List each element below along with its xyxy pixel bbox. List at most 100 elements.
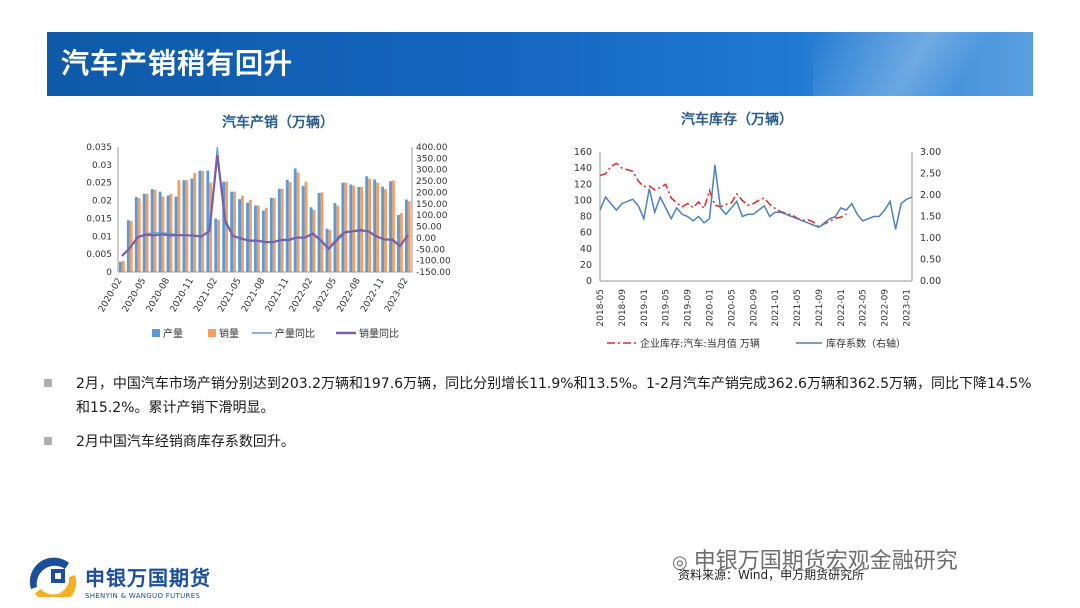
production-bar <box>118 261 122 272</box>
x-tick-label: 2020-02 <box>97 277 124 315</box>
y-right-tick-label: -50.00 <box>416 245 445 255</box>
sales-bar <box>225 181 228 272</box>
production-bar <box>269 197 273 272</box>
y-left-tick-label: 0.035 <box>86 143 112 153</box>
sales-bar <box>376 182 379 272</box>
production-bar <box>349 184 353 272</box>
y-left-tick-label: 60 <box>580 228 592 239</box>
production-bar <box>206 170 210 272</box>
x-tick-label: 2022-05 <box>312 276 339 314</box>
x-tick-label: 2021-11 <box>264 276 291 314</box>
y-left-tick-label: 160 <box>574 147 592 158</box>
y-right-tick-label: -150.00 <box>416 268 451 278</box>
sales-yoy-line <box>121 154 409 257</box>
production-bar <box>254 205 257 272</box>
banner-decoration <box>813 32 1033 96</box>
x-tick-label: 2021-08 <box>240 276 268 314</box>
title-banner: 汽车产销稍有回升 <box>47 32 1033 96</box>
bullet-list: 2月，中国汽车市场产销分别达到203.2万辆和197.6万辆，同比分别增长11.… <box>44 372 1034 464</box>
y-right-tick-label: 0.00 <box>416 234 436 244</box>
x-tick-label: 2019-05 <box>662 289 672 327</box>
bullet-marker <box>44 379 52 387</box>
sales-bar <box>193 173 197 272</box>
sales-bar <box>407 201 411 272</box>
sales-bar <box>336 205 340 272</box>
y-left-tick-label: 120 <box>574 179 592 190</box>
y-right-tick-label: 1.50 <box>920 212 941 223</box>
logo-name-en: SHENYIN & WANGUO FUTURES <box>85 592 201 600</box>
y-left-tick-label: 0.005 <box>86 250 112 260</box>
production-bar <box>309 207 313 272</box>
y-right-tick-label: 2.50 <box>920 169 941 180</box>
x-tick-label: 2019-09 <box>684 289 694 327</box>
production-bar <box>405 199 408 272</box>
sales-bar <box>153 189 157 272</box>
x-tick-label: 2020-08 <box>145 276 173 314</box>
y-left-tick-label: 0.025 <box>86 179 112 189</box>
y-right-tick-label: 3.00 <box>920 147 941 158</box>
sales-bar <box>399 213 403 272</box>
production-bar <box>230 191 234 272</box>
bullet-item: 2月，中国汽车市场产销分别达到203.2万辆和197.6万辆，同比分别增长11.… <box>44 372 1034 420</box>
y-left-tick-label: 80 <box>580 212 592 223</box>
legend-swatch-sales <box>208 329 216 337</box>
production-bar <box>198 170 202 272</box>
bullet-item: 2月中国汽车经销商库存系数回升。 <box>44 430 1034 454</box>
sales-bar <box>201 170 205 272</box>
production-bar <box>397 214 400 272</box>
x-tick-label: 2022-02 <box>288 277 315 315</box>
sales-bar <box>169 193 173 272</box>
x-tick-label: 2022-09 <box>881 289 891 327</box>
sales-bar <box>344 182 348 272</box>
y-left-tick-label: 100 <box>574 195 592 206</box>
production-bar <box>190 178 194 272</box>
x-tick-label: 2021-02 <box>192 276 219 314</box>
data-source: 资料来源：Wind，申万期货研究所 <box>678 568 865 582</box>
sales-bar <box>145 193 149 272</box>
production-bar <box>134 197 138 272</box>
y-right-tick-label: 150.00 <box>416 200 448 210</box>
y-right-tick-label: 300.00 <box>416 166 448 176</box>
y-right-tick-label: 100.00 <box>416 211 448 221</box>
page-title: 汽车产销稍有回升 <box>61 47 294 80</box>
watermark-text: 申银万国期货宏观金融研究 <box>693 549 958 574</box>
inventory-coefficient-line <box>599 164 913 230</box>
sales-bar <box>280 188 284 272</box>
x-tick-label: 2021-05 <box>793 289 803 327</box>
x-tick-label: 2022-01 <box>837 289 847 327</box>
production-bar <box>182 180 186 272</box>
production-bar <box>365 176 369 272</box>
production-bar <box>261 210 265 272</box>
y-right-tick-label: 2.00 <box>920 190 941 201</box>
y-left-tick-label: 20 <box>580 260 592 271</box>
legend-label: 销量 <box>219 327 239 340</box>
production-bar <box>325 228 329 272</box>
x-tick-label: 2021-05 <box>216 277 243 315</box>
y-left-tick-label: 0.03 <box>92 161 112 171</box>
legend-label: 库存系数（右轴） <box>826 337 906 350</box>
sales-bar <box>368 178 371 272</box>
sales-bar <box>304 181 308 272</box>
y-left-tick-label: 0.02 <box>92 197 112 207</box>
watermark: ◎ 申银万国期货宏观金融研究 <box>672 543 958 575</box>
y-right-tick-label: 200.00 <box>416 188 448 198</box>
legend-swatch-production <box>152 329 160 337</box>
y-left-tick-label: 0.015 <box>86 214 112 224</box>
production-bar <box>277 188 281 272</box>
company-logo-icon <box>29 557 77 597</box>
logo-text: 申银万国期货 SHENYIN & WANGUO FUTURES <box>85 562 211 600</box>
y-left-tick-label: 0 <box>106 268 112 278</box>
production-bar <box>174 196 178 272</box>
sales-bar <box>241 195 244 272</box>
wechat-icon: ◎ <box>672 552 688 573</box>
y-left-tick-label: 140 <box>574 163 592 174</box>
sales-bar <box>256 205 260 272</box>
y-right-tick-label: 400.00 <box>416 143 448 153</box>
production-bar <box>293 168 297 272</box>
y-right-tick-label: 250.00 <box>416 177 448 187</box>
production-bar <box>246 202 249 272</box>
y-right-tick-label: 0.00 <box>920 276 941 287</box>
sales-bar <box>233 191 236 272</box>
production-bar <box>301 185 305 272</box>
legend-label: 企业库存:汽车:当月值 万辆 <box>640 337 760 350</box>
